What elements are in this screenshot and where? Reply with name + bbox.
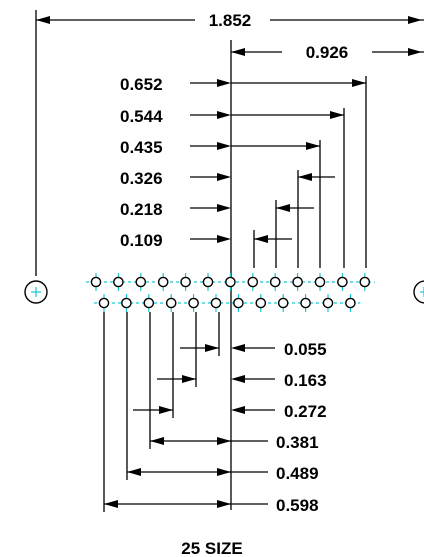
top-dim-arrow-in-0544 [217, 111, 231, 119]
top-row-pin [337, 276, 348, 288]
top-row-pin [225, 276, 236, 288]
bot-dim-arrow-b-0272 [231, 406, 245, 414]
bottom-row-pin [322, 297, 334, 309]
bot-dim-arrow-a-0489 [127, 468, 141, 476]
top-dim-arrow-out-0652 [352, 79, 366, 87]
bottom-row-pin [143, 297, 155, 309]
bot-dim-label-0598: 0.598 [276, 496, 319, 515]
top-row-dimensions: 0.652 0.544 0.435 0.326 0.218 [120, 75, 367, 268]
top-row-pin [180, 276, 191, 288]
bot-dim-label-0489: 0.489 [276, 464, 319, 483]
top-dim-arrow-out-0218 [276, 204, 290, 212]
bottom-row-pin [277, 297, 289, 309]
top-row-pin [113, 276, 124, 288]
bot-dim-arrow-b-0163 [231, 375, 245, 383]
top-row-pin [269, 276, 281, 288]
top-row-pin [247, 276, 259, 288]
bot-dim-arrow-a-0598 [104, 500, 118, 508]
bot-dim-arrow-b-0381 [217, 437, 231, 445]
left-mounting-hole [24, 280, 48, 304]
top-dim-label-0109: 0.109 [120, 231, 163, 250]
top-row-pin [135, 276, 147, 288]
top-dim-label-0435: 0.435 [120, 138, 163, 157]
half-arrow-left [231, 48, 245, 56]
top-dim-label-0218: 0.218 [120, 200, 163, 219]
bot-dim-arrow-b-0489 [217, 468, 231, 476]
bottom-row-pin [300, 297, 311, 309]
top-row-pin [314, 276, 326, 288]
pin-row-top [86, 273, 375, 291]
bottom-row-dimensions: 0.055 0.163 0.272 0.381 0.489 [103, 312, 327, 515]
top-dim-arrow-out-0109 [254, 235, 268, 243]
overall-width-dimension: 1.852 [35, 10, 424, 276]
bot-dim-arrow-b-0055 [231, 344, 245, 352]
top-dim-arrow-out-0326 [298, 173, 312, 181]
bot-dim-arrow-a-0163 [182, 375, 196, 383]
half-arrow-right [408, 48, 422, 56]
bottom-row-pin [210, 297, 222, 309]
top-dim-label-0544: 0.544 [120, 107, 163, 126]
bot-dim-label-0381: 0.381 [276, 433, 319, 452]
bottom-row-pin [188, 297, 199, 309]
bottom-row-pin [165, 297, 177, 309]
top-dim-arrow-in-0218 [217, 204, 231, 212]
overall-arrow-left [36, 16, 50, 24]
top-dim-arrow-out-0544 [330, 111, 344, 119]
pin-row-bottom [94, 294, 361, 312]
top-row-pin [359, 276, 371, 288]
bottom-row-pin [345, 297, 356, 309]
overall-width-label: 1.852 [209, 11, 252, 30]
top-dim-arrow-in-0326 [217, 173, 231, 181]
top-row-pin [202, 276, 214, 288]
bot-dim-label-0163: 0.163 [284, 371, 327, 390]
top-dim-arrow-in-0652 [217, 79, 231, 87]
bottom-row-pin [98, 297, 110, 309]
drawing-title: 25 SIZE [181, 539, 242, 557]
bot-dim-label-0055: 0.055 [284, 340, 327, 359]
top-dim-label-0652: 0.652 [120, 75, 163, 94]
bot-dim-arrow-a-0272 [159, 406, 173, 414]
top-dim-arrow-out-0435 [306, 142, 320, 150]
right-mounting-hole [413, 280, 424, 304]
bottom-row-pin [233, 297, 244, 309]
overall-arrow-right [408, 16, 422, 24]
top-row-pin [292, 276, 303, 288]
half-width-label: 0.926 [306, 43, 349, 62]
bottom-row-pin [121, 297, 132, 309]
half-width-dimension: 0.926 [230, 40, 424, 510]
bot-dim-arrow-b-0598 [217, 500, 231, 508]
top-dim-label-0326: 0.326 [120, 169, 163, 188]
bottom-row-pin [255, 297, 267, 309]
top-row-pin [157, 276, 169, 288]
top-dim-arrow-in-0109 [217, 235, 231, 243]
bot-dim-arrow-a-0055 [205, 344, 219, 352]
top-row-pin [90, 276, 102, 288]
top-dim-arrow-in-0435 [217, 142, 231, 150]
bot-dim-label-0272: 0.272 [284, 402, 327, 421]
right-mounting-hole-circle [413, 280, 424, 304]
bot-dim-arrow-a-0381 [150, 437, 164, 445]
